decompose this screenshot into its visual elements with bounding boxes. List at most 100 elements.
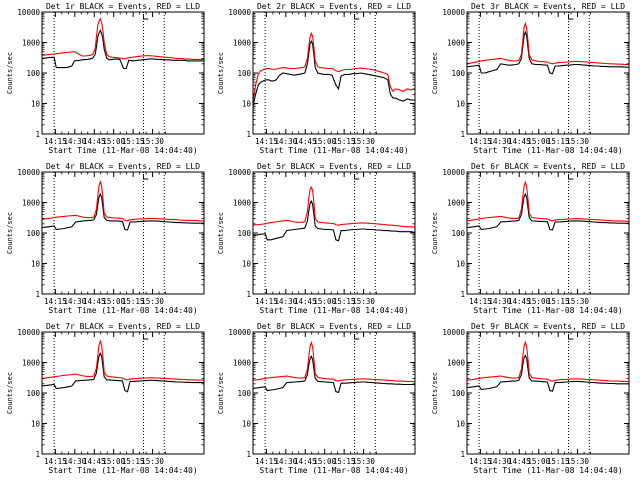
x-axis-label: Start Time (11-Mar-08 14:04:40) xyxy=(473,466,622,475)
x-tick-label: 14:30 xyxy=(275,137,298,146)
x-tick-label: 14:30 xyxy=(275,457,298,466)
x-tick-label: 15:15 xyxy=(333,457,356,466)
x-tick-label: 14:45 xyxy=(294,137,317,146)
x-tick-label: 15:15 xyxy=(333,137,356,146)
series-black-line xyxy=(41,29,204,70)
y-tick-label: 10 xyxy=(242,420,252,429)
state-bracket xyxy=(354,14,360,20)
x-tick-label: 15:30 xyxy=(352,457,375,466)
series-red-line xyxy=(252,31,416,102)
y-tick-label: 1000 xyxy=(233,359,252,368)
y-tick-label: 10000 xyxy=(442,168,465,177)
state-bracket xyxy=(568,174,574,180)
x-tick-label: 15:30 xyxy=(141,297,164,306)
x-tick-label: 15:30 xyxy=(566,297,589,306)
x-tick-label: 15:30 xyxy=(352,137,375,146)
x-tick-label: 14:15 xyxy=(255,457,278,466)
panel-title: Det 3r BLACK = Events, RED = LLD xyxy=(471,2,625,11)
panel-det-7: Det 7r BLACK = Events, RED = LLD 1 10 100 10… xyxy=(6,322,205,475)
x-tick-label: 15:15 xyxy=(122,297,145,306)
y-tick-label: 1000 xyxy=(447,359,466,368)
x-tick-label: 15:00 xyxy=(527,297,550,306)
y-tick-label: 1000 xyxy=(233,199,252,208)
panel-det-3: Det 3r BLACK = Events, RED = LLD 1 10 100 10… xyxy=(431,2,630,155)
y-tick-label: 1000 xyxy=(22,39,41,48)
series-black-line xyxy=(466,354,629,392)
plot-frame xyxy=(41,11,205,135)
series-red-line xyxy=(466,21,629,66)
y-tick-label: 1 xyxy=(35,290,40,299)
y-tick-label: 10000 xyxy=(442,328,465,337)
y-tick-label: 10 xyxy=(31,100,41,109)
panel-det-5: Det 5r BLACK = Events, RED = LLD 1 10 100 10… xyxy=(217,162,416,315)
y-tick-label: 100 xyxy=(26,229,40,238)
x-tick-label: 15:00 xyxy=(102,137,125,146)
x-tick-label: 14:30 xyxy=(489,137,512,146)
y-tick-label: 10000 xyxy=(228,168,251,177)
x-tick-label: 14:15 xyxy=(44,457,67,466)
x-tick-label: 14:30 xyxy=(489,457,512,466)
y-tick-label: 1 xyxy=(460,450,465,459)
x-tick-label: 14:45 xyxy=(83,137,106,146)
x-tick-label: 15:30 xyxy=(566,457,589,466)
y-axis-label: Counts/sec xyxy=(6,212,14,254)
y-axis-label: Counts/sec xyxy=(431,52,439,94)
x-tick-label: 14:30 xyxy=(64,297,87,306)
x-tick-label: 15:00 xyxy=(313,457,336,466)
y-tick-label: 1 xyxy=(246,450,251,459)
x-tick-label: 14:30 xyxy=(275,297,298,306)
y-tick-label: 10 xyxy=(456,260,466,269)
x-axis-label: Start Time (11-Mar-08 14:04:40) xyxy=(259,306,408,315)
x-axis-label: Start Time (11-Mar-08 14:04:40) xyxy=(259,146,408,155)
panel-det-1: Det 1r BLACK = Events, RED = LLD 1 10 100 10… xyxy=(6,2,205,155)
plot-frame xyxy=(252,331,416,455)
plot-frame xyxy=(252,11,416,135)
state-bracket xyxy=(143,174,149,180)
x-tick-label: 15:00 xyxy=(527,457,550,466)
panel-det-8: Det 8r BLACK = Events, RED = LLD 1 10 100 10… xyxy=(217,322,416,475)
series-black-line xyxy=(252,355,415,394)
panel-title: Det 9r BLACK = Events, RED = LLD xyxy=(471,322,625,331)
y-tick-label: 10 xyxy=(242,100,252,109)
y-tick-label: 100 xyxy=(237,69,251,78)
x-tick-label: 14:15 xyxy=(44,137,67,146)
panel-det-4: Det 4r BLACK = Events, RED = LLD 1 10 100 10… xyxy=(6,162,205,315)
series-black-line xyxy=(252,39,415,107)
y-tick-label: 100 xyxy=(451,229,465,238)
series-black-line xyxy=(41,192,204,231)
y-tick-label: 10000 xyxy=(442,8,465,17)
x-tick-label: 15:15 xyxy=(333,297,356,306)
x-tick-label: 15:00 xyxy=(527,137,550,146)
y-tick-label: 10000 xyxy=(17,168,40,177)
state-bracket xyxy=(143,14,149,20)
y-tick-label: 100 xyxy=(26,69,40,78)
x-tick-label: 14:45 xyxy=(83,297,106,306)
y-tick-label: 10 xyxy=(31,260,41,269)
x-tick-label: 15:30 xyxy=(141,457,164,466)
plot-frame xyxy=(466,171,630,295)
panel-det-6: Det 6r BLACK = Events, RED = LLD 1 10 100 10… xyxy=(431,162,630,315)
x-tick-label: 14:15 xyxy=(255,297,278,306)
series-red-line xyxy=(41,179,204,222)
y-tick-label: 10000 xyxy=(17,328,40,337)
x-tick-label: 14:15 xyxy=(44,297,67,306)
y-tick-label: 10 xyxy=(456,420,466,429)
x-tick-label: 15:00 xyxy=(313,137,336,146)
x-tick-label: 14:15 xyxy=(469,457,492,466)
y-tick-label: 1000 xyxy=(447,199,466,208)
series-black-line xyxy=(252,199,416,242)
x-tick-label: 14:30 xyxy=(64,137,87,146)
x-tick-label: 14:45 xyxy=(294,297,317,306)
x-tick-label: 14:15 xyxy=(255,137,278,146)
x-tick-label: 15:00 xyxy=(102,457,125,466)
panel-title: Det 7r BLACK = Events, RED = LLD xyxy=(46,322,200,331)
x-tick-label: 14:45 xyxy=(508,297,531,306)
panel-det-2: Det 2r BLACK = Events, RED = LLD 1 10 100 10… xyxy=(217,2,416,155)
x-tick-label: 15:00 xyxy=(102,297,125,306)
plot-frame xyxy=(41,331,205,455)
y-tick-label: 10000 xyxy=(17,8,40,17)
plot-frame xyxy=(466,331,630,455)
y-tick-label: 1000 xyxy=(233,39,252,48)
y-tick-label: 100 xyxy=(451,69,465,78)
